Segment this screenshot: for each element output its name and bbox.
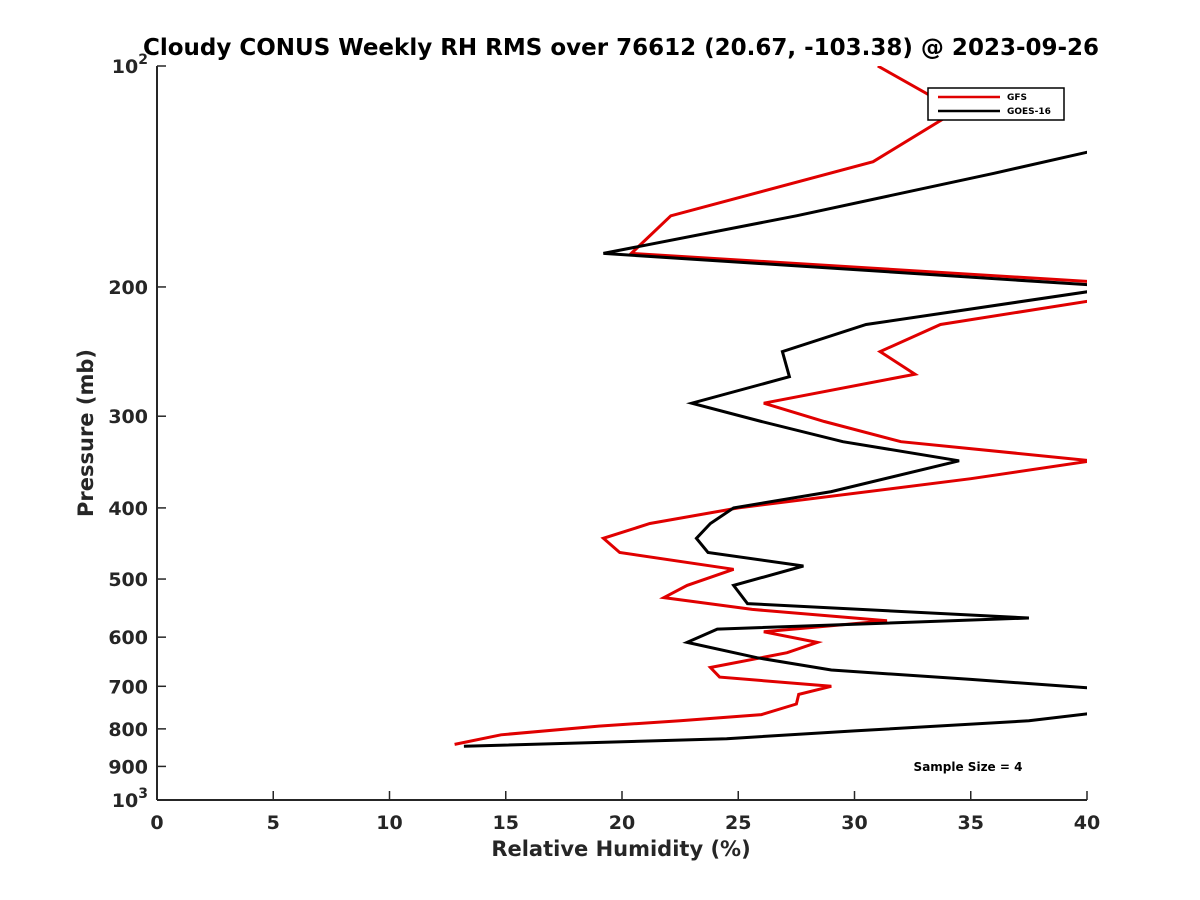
y-tick-label: 900 (108, 756, 148, 778)
y-tick-label: 600 (108, 627, 148, 649)
x-tick-label: 20 (609, 812, 635, 834)
x-tick-label: 5 (267, 812, 280, 834)
series-line-goes-16 (463, 150, 1087, 748)
y-tick-label: 700 (108, 676, 148, 698)
y-tick-label: 500 (108, 569, 148, 591)
y-axis-label: Pressure (mb) (74, 349, 98, 517)
x-tick-label: 10 (376, 812, 402, 834)
x-tick-label: 25 (725, 812, 751, 834)
sample-size-annotation: Sample Size = 4 (914, 760, 1023, 774)
x-tick-label: 0 (150, 812, 163, 834)
y-tick-label: 800 (108, 719, 148, 741)
legend-goes16-label: GOES-16 (1007, 107, 1051, 117)
x-tick-label: 35 (958, 812, 984, 834)
x-ticks: 0 5 10 15 20 25 30 35 40 (150, 791, 1100, 834)
axes (156, 66, 1087, 801)
legend: GFS GOES-16 (927, 87, 1065, 121)
chart-title: Cloudy CONUS Weekly RH RMS over 76612 (2… (143, 35, 1099, 61)
series-layer (454, 66, 1087, 748)
x-tick-label: 15 (493, 812, 519, 834)
series-line-gfs (454, 66, 1087, 746)
y-tick-label: 200 (108, 277, 148, 299)
legend-gfs-label: GFS (1007, 93, 1027, 103)
y-tick-label: 300 (108, 406, 148, 428)
y-tick-label: 102 (112, 52, 148, 78)
legend-box (927, 87, 1065, 121)
y-tick-label: 103 (112, 786, 148, 812)
x-tick-label: 40 (1074, 812, 1100, 834)
x-axis-label: Relative Humidity (%) (491, 837, 750, 861)
y-tick-label: 400 (108, 498, 148, 520)
y-ticks: 102 200 300 400 500 600 700 800 900 103 (108, 52, 166, 812)
x-tick-label: 30 (841, 812, 867, 834)
